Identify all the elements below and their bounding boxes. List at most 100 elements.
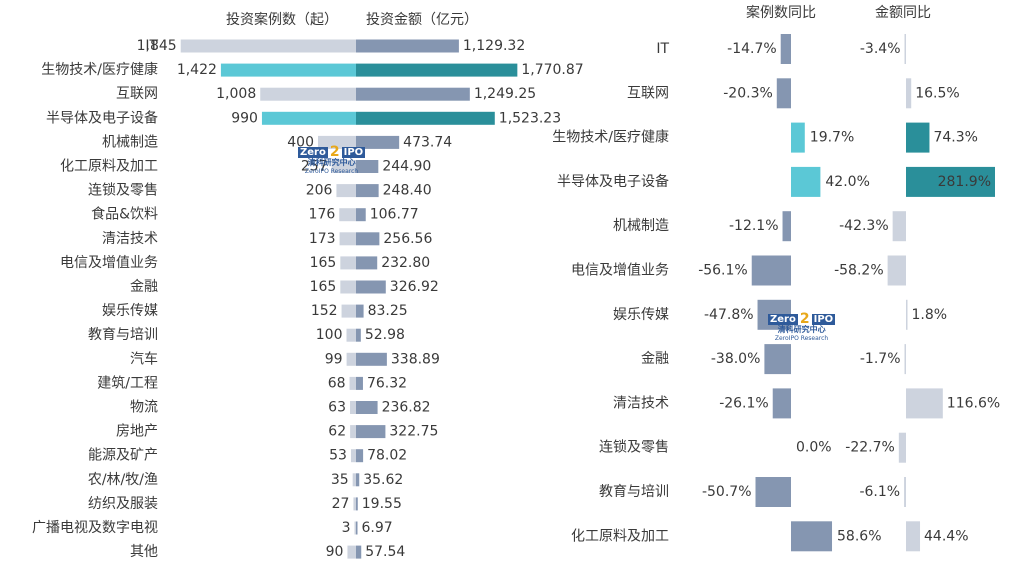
data-label-amount: 1,249.25 <box>474 86 536 102</box>
bar-cases <box>350 401 356 414</box>
watermark-word: Zero <box>768 313 798 325</box>
data-label-cases: 173 <box>309 231 336 247</box>
category-label: 娱乐传媒 <box>613 307 669 323</box>
data-label-amount: 106.77 <box>370 207 419 223</box>
category-label: 纺织及服装 <box>88 496 158 512</box>
watermark-en: ZeroIPO Research <box>304 168 359 175</box>
bar-case-yoy <box>751 255 791 286</box>
watermark-logo-left: Zero 2 IPO 清科研究中心 ZeroIPO Research <box>298 145 366 176</box>
bar-amount-yoy <box>906 166 995 197</box>
data-label-amount: 236.82 <box>382 400 431 416</box>
bar-amount-yoy <box>904 477 906 507</box>
bar-cases <box>260 87 356 101</box>
data-label-amount: 76.32 <box>367 375 407 391</box>
watermark-cn: 清科研究中心 <box>307 158 356 167</box>
bar-amount <box>356 63 518 77</box>
category-label: 半导体及电子设备 <box>46 109 158 126</box>
legend-cases: 投资案例数（起） <box>226 11 338 28</box>
bar-amount-yoy <box>887 255 906 286</box>
category-label: 金融 <box>641 351 669 367</box>
data-label-cases: 90 <box>326 544 344 560</box>
bar-amount-yoy <box>892 211 906 242</box>
data-label-cases: 35 <box>331 472 349 488</box>
data-label-amount-yoy: 44.4% <box>924 528 968 544</box>
bar-cases <box>339 208 356 222</box>
bar-cases <box>350 449 356 463</box>
bar-case-yoy <box>791 122 805 153</box>
category-label: 电信及增值业务 <box>60 255 158 271</box>
data-label-amount-yoy: 1.8% <box>912 307 948 323</box>
data-label-amount: 256.56 <box>383 231 432 247</box>
category-label: 清洁技术 <box>102 231 158 247</box>
category-label: 互联网 <box>116 86 158 102</box>
category-label: 汽车 <box>130 350 158 367</box>
category-label: 化工原料及加工 <box>571 528 669 544</box>
data-label-amount-yoy: -3.4% <box>860 41 901 57</box>
bar-amount-yoy <box>904 344 906 375</box>
bar-cases <box>261 111 356 125</box>
data-label-cases: 165 <box>310 255 337 271</box>
data-label-case-yoy: -14.7% <box>727 41 777 57</box>
category-label: 半导体及电子设备 <box>557 173 669 190</box>
watermark-logo-right: Zero 2 IPO 清科研究中心 ZeroIPO Research <box>768 312 836 343</box>
legend-amounts: 投资金额（亿元） <box>366 12 478 28</box>
data-label-amount: 52.98 <box>365 327 405 343</box>
bar-cases <box>331 160 356 173</box>
data-label-amount-yoy: -42.3% <box>839 218 889 234</box>
data-label-amount: 83.25 <box>368 303 408 319</box>
data-label-cases: 1,008 <box>216 86 256 102</box>
bar-cases <box>353 497 356 511</box>
data-label-case-yoy: -12.1% <box>729 218 779 234</box>
bar-cases <box>346 328 356 342</box>
data-label-case-yoy: 0.0% <box>796 440 832 456</box>
bar-case-yoy <box>782 211 791 242</box>
bar-amount <box>356 521 358 535</box>
data-label-cases: 3 <box>342 520 351 536</box>
bar-amount <box>356 352 387 366</box>
category-label: 食品&饮料 <box>91 206 158 223</box>
category-label: 电信及增值业务 <box>571 263 669 279</box>
data-label-amount: 232.80 <box>381 255 430 271</box>
bar-cases <box>180 39 356 53</box>
data-label-cases: 165 <box>310 279 337 295</box>
watermark-en: ZeroIPO Research <box>774 335 829 342</box>
bar-cases <box>346 352 356 366</box>
bar-amount-yoy <box>906 521 921 552</box>
data-label-cases: 1,422 <box>177 62 217 78</box>
data-label-amount-yoy: 116.6% <box>947 395 1000 411</box>
bar-cases <box>318 135 356 149</box>
category-label: 互联网 <box>627 85 669 101</box>
legend-amount-yoy: 金额同比 <box>875 5 931 21</box>
category-label: 广播电视及数字电视 <box>32 520 158 536</box>
category-label: 物流 <box>130 400 158 416</box>
data-label-amount-yoy: 74.3% <box>933 130 977 146</box>
data-label-case-yoy: -56.1% <box>698 263 748 279</box>
data-label-cases: 62 <box>328 424 346 440</box>
bar-cases <box>341 304 356 318</box>
bar-case-yoy <box>776 78 791 109</box>
data-label-amount-yoy: -1.7% <box>860 351 901 367</box>
watermark-word: Zero <box>298 146 328 158</box>
bar-cases <box>350 425 356 439</box>
bar-amount <box>356 545 362 559</box>
bar-cases <box>336 184 356 198</box>
data-label-cases: 68 <box>328 375 346 391</box>
bar-amount <box>356 497 358 511</box>
category-label: 能源及矿产 <box>88 448 158 464</box>
category-label: 机械制造 <box>102 134 158 150</box>
bar-amount <box>356 232 380 246</box>
data-label-amount: 35.62 <box>363 472 403 488</box>
category-label: 房地产 <box>116 424 158 440</box>
data-label-amount: 1,523.23 <box>499 110 561 126</box>
category-label: 娱乐传媒 <box>102 303 158 319</box>
data-label-amount-yoy: -58.2% <box>834 263 884 279</box>
category-label: 生物技术/医疗健康 <box>552 129 669 146</box>
category-label: 教育与培训 <box>599 484 669 500</box>
data-label-case-yoy: -47.8% <box>704 307 754 323</box>
bar-amount-yoy <box>904 34 906 64</box>
bar-amount <box>356 111 495 125</box>
bar-amount-yoy <box>906 78 912 109</box>
data-label-amount: 1,770.87 <box>521 62 583 78</box>
bar-case-yoy <box>791 166 821 197</box>
